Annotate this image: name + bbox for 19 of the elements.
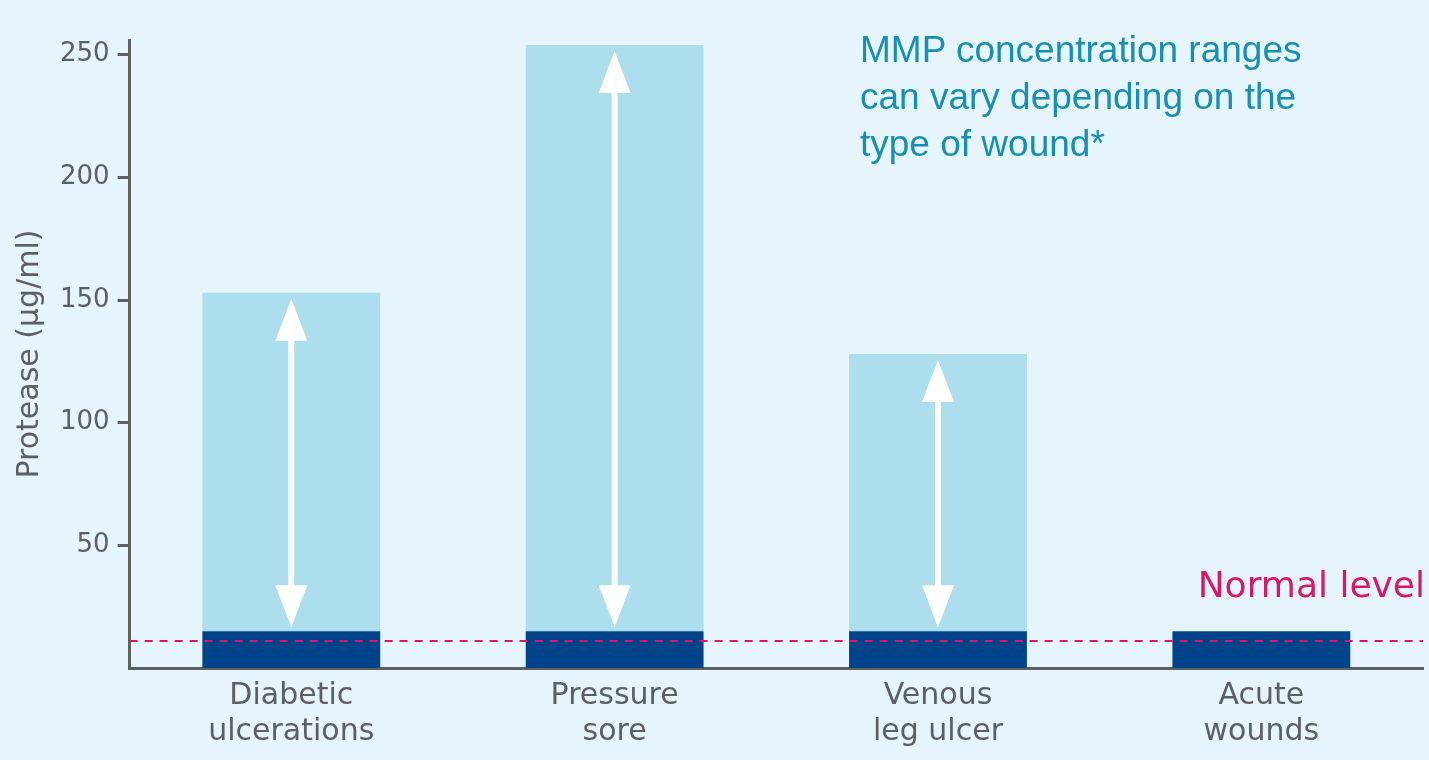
bar	[849, 631, 1027, 668]
annotation: MMP concentration ranges can vary depending on the type of wound*	[860, 28, 1303, 166]
bar	[202, 292, 381, 632]
y-tick-label: 100	[59, 405, 110, 436]
x-tick-label: Venous leg ulcer	[872, 675, 1004, 747]
x-tick-label: Diabetic ulcerations	[208, 675, 375, 747]
y-axis-title: Protease (µg/ml)	[9, 229, 45, 479]
bar	[202, 631, 381, 668]
y-tick-label: 250	[59, 37, 110, 68]
bar	[1172, 631, 1351, 668]
x-tick-label: Acute wounds	[1203, 675, 1320, 747]
bar	[525, 631, 704, 668]
ref-line-label: Normal level	[1197, 564, 1425, 606]
bar	[525, 44, 704, 632]
y-tick-label: 200	[59, 160, 110, 191]
bar	[849, 354, 1027, 632]
y-tick-label: 150	[59, 282, 110, 313]
y-tick-label: 50	[76, 528, 110, 559]
x-tick-label: Pressure sore	[550, 675, 679, 747]
